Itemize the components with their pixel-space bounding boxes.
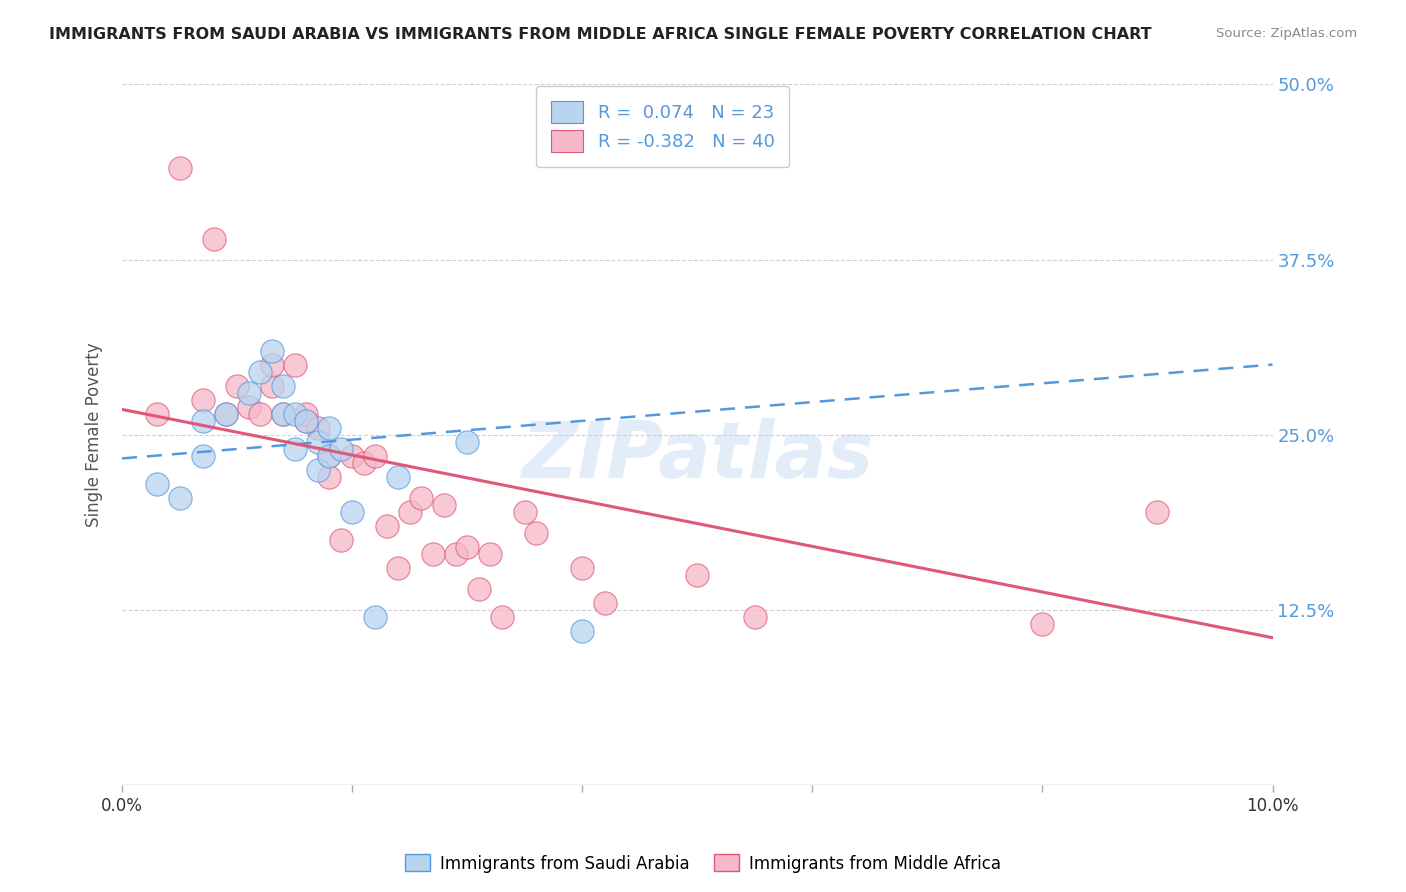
Point bbox=[398, 505, 420, 519]
Y-axis label: Single Female Poverty: Single Female Poverty bbox=[86, 343, 103, 527]
Point bbox=[1146, 505, 1168, 519]
Point bbox=[145, 407, 167, 421]
Point bbox=[375, 518, 398, 533]
Point bbox=[238, 400, 260, 414]
Point bbox=[214, 407, 236, 421]
Point bbox=[364, 449, 387, 463]
Point bbox=[456, 434, 478, 449]
Point bbox=[456, 540, 478, 554]
Point bbox=[593, 596, 616, 610]
Point bbox=[238, 385, 260, 400]
Point bbox=[318, 449, 340, 463]
Point bbox=[249, 365, 271, 379]
Text: ZIPatlas: ZIPatlas bbox=[522, 417, 873, 493]
Point bbox=[318, 420, 340, 434]
Point bbox=[353, 456, 375, 470]
Point bbox=[284, 442, 307, 456]
Point bbox=[524, 525, 547, 540]
Point bbox=[249, 407, 271, 421]
Point bbox=[387, 560, 409, 574]
Point bbox=[295, 414, 318, 428]
Point bbox=[307, 462, 329, 476]
Point bbox=[340, 449, 363, 463]
Point bbox=[284, 358, 307, 372]
Point bbox=[422, 547, 444, 561]
Point bbox=[214, 407, 236, 421]
Point bbox=[295, 414, 318, 428]
Point bbox=[467, 582, 489, 596]
Point bbox=[191, 414, 214, 428]
Point bbox=[271, 407, 294, 421]
Point bbox=[340, 505, 363, 519]
Point bbox=[318, 469, 340, 483]
Point bbox=[295, 407, 318, 421]
Point bbox=[479, 547, 502, 561]
Point bbox=[491, 609, 513, 624]
Point bbox=[1031, 616, 1053, 631]
Legend: R =  0.074   N = 23, R = -0.382   N = 40: R = 0.074 N = 23, R = -0.382 N = 40 bbox=[537, 87, 789, 167]
Point bbox=[571, 624, 593, 638]
Point bbox=[226, 378, 249, 392]
Point bbox=[318, 449, 340, 463]
Text: Source: ZipAtlas.com: Source: ZipAtlas.com bbox=[1216, 27, 1357, 40]
Point bbox=[191, 449, 214, 463]
Point bbox=[686, 567, 709, 582]
Point bbox=[169, 161, 191, 176]
Point bbox=[571, 560, 593, 574]
Point bbox=[284, 407, 307, 421]
Point bbox=[329, 533, 352, 547]
Point bbox=[260, 378, 283, 392]
Legend: Immigrants from Saudi Arabia, Immigrants from Middle Africa: Immigrants from Saudi Arabia, Immigrants… bbox=[398, 847, 1008, 880]
Text: IMMIGRANTS FROM SAUDI ARABIA VS IMMIGRANTS FROM MIDDLE AFRICA SINGLE FEMALE POVE: IMMIGRANTS FROM SAUDI ARABIA VS IMMIGRAN… bbox=[49, 27, 1152, 42]
Point bbox=[307, 420, 329, 434]
Point bbox=[191, 392, 214, 407]
Point bbox=[169, 491, 191, 505]
Point bbox=[387, 469, 409, 483]
Point bbox=[260, 358, 283, 372]
Point bbox=[433, 498, 456, 512]
Point bbox=[329, 442, 352, 456]
Point bbox=[271, 378, 294, 392]
Point bbox=[145, 476, 167, 491]
Point bbox=[513, 505, 536, 519]
Point bbox=[202, 231, 225, 245]
Point bbox=[444, 547, 467, 561]
Point bbox=[364, 609, 387, 624]
Point bbox=[411, 491, 433, 505]
Point bbox=[307, 434, 329, 449]
Point bbox=[271, 407, 294, 421]
Point bbox=[260, 343, 283, 358]
Point bbox=[744, 609, 766, 624]
